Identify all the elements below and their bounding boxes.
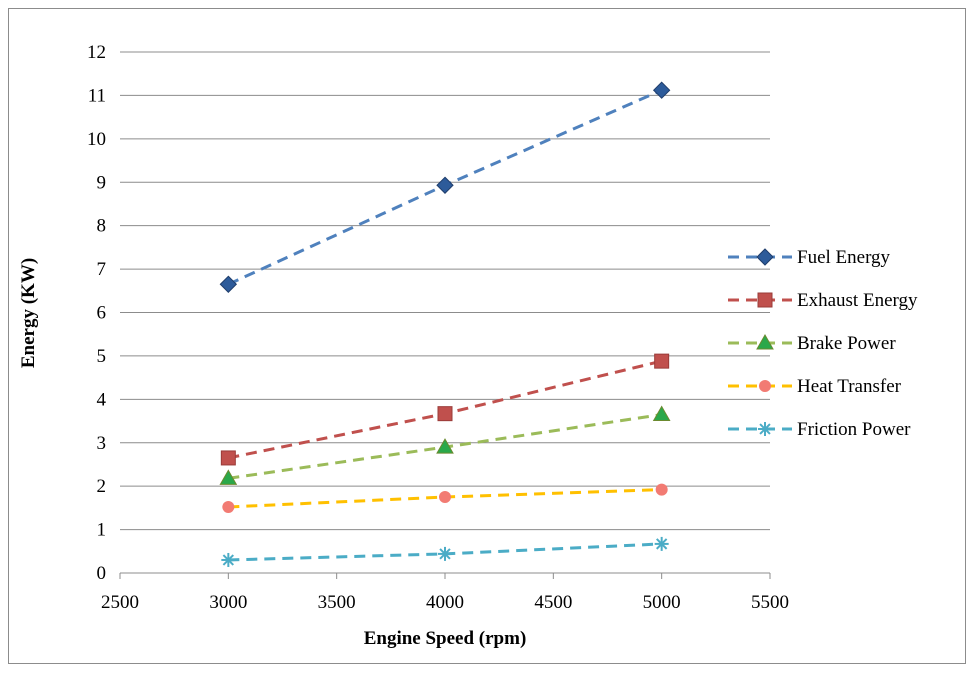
data-point: [219, 275, 238, 293]
legend-label: Heat Transfer: [797, 376, 902, 397]
data-point: [439, 491, 451, 504]
legend-item: Fuel Energy: [728, 247, 891, 268]
data-point: [219, 469, 238, 485]
legend-marker: [756, 248, 774, 266]
series-brake-power: [219, 405, 671, 485]
data-point: [655, 483, 668, 496]
y-tick-label: 12: [87, 42, 106, 63]
x-tick-label: 3500: [318, 592, 356, 613]
data-point: [654, 353, 670, 369]
series-heat-transfer: [222, 483, 668, 514]
legend-item: Friction Power: [728, 419, 911, 440]
y-axis-title: Energy (KW): [18, 258, 39, 368]
star-stroke: [222, 554, 234, 566]
data-point: [436, 438, 454, 454]
y-tick-label: 4: [97, 389, 107, 410]
y-tick-label: 8: [97, 216, 107, 237]
data-point: [652, 81, 671, 99]
series-exhaust-energy: [220, 353, 670, 466]
x-tick-label: 4000: [426, 592, 464, 613]
x-axis-title: Engine Speed (rpm): [364, 628, 527, 649]
legend-marker: [756, 333, 774, 350]
legend-item: Exhaust Energy: [728, 290, 918, 311]
y-tick-label: 7: [97, 259, 107, 280]
legend: Fuel Energy Exhaust Energy Brake Power Heat…: [728, 247, 918, 440]
legend-marker: [759, 380, 771, 392]
series-lines: [219, 81, 671, 567]
star-stroke: [656, 538, 668, 550]
legend-label: Friction Power: [797, 419, 911, 440]
y-tick-label: 0: [97, 563, 107, 584]
data-point: [437, 406, 453, 422]
data-point: [222, 501, 235, 514]
series-friction-power: [221, 536, 669, 567]
x-tick-label: 5500: [751, 592, 789, 613]
y-tick-label: 3: [97, 433, 107, 454]
data-point: [652, 405, 671, 422]
data-point: [220, 450, 236, 466]
y-tick-label: 2: [97, 476, 107, 497]
data-point: [438, 546, 452, 561]
y-tick-label: 10: [87, 129, 106, 150]
y-tick-label: 11: [88, 85, 106, 106]
x-tick-label: 4500: [534, 592, 572, 613]
grid-lines: [120, 51, 770, 531]
star-stroke: [439, 548, 451, 560]
data-point: [654, 536, 669, 551]
legend-marker: [758, 422, 772, 436]
star-stroke: [759, 423, 771, 435]
x-tick-label: 5000: [643, 592, 681, 613]
series-fuel-energy: [219, 81, 671, 293]
y-tick-label: 1: [97, 520, 107, 541]
legend-label: Exhaust Energy: [797, 290, 918, 311]
y-tick-label: 9: [97, 172, 107, 193]
y-tick-label: 6: [97, 303, 107, 324]
legend-label: Brake Power: [797, 333, 896, 354]
legend-item: Brake Power: [728, 333, 896, 354]
chart-frame: [8, 8, 966, 664]
legend-item: Heat Transfer: [728, 376, 902, 397]
legend-label: Fuel Energy: [797, 247, 891, 268]
data-point: [436, 176, 454, 194]
legend-marker: [757, 292, 773, 308]
data-point: [221, 552, 236, 567]
x-tick-label: 2500: [101, 592, 139, 613]
y-tick-label: 5: [97, 346, 107, 367]
x-tick-label: 3000: [209, 592, 247, 613]
